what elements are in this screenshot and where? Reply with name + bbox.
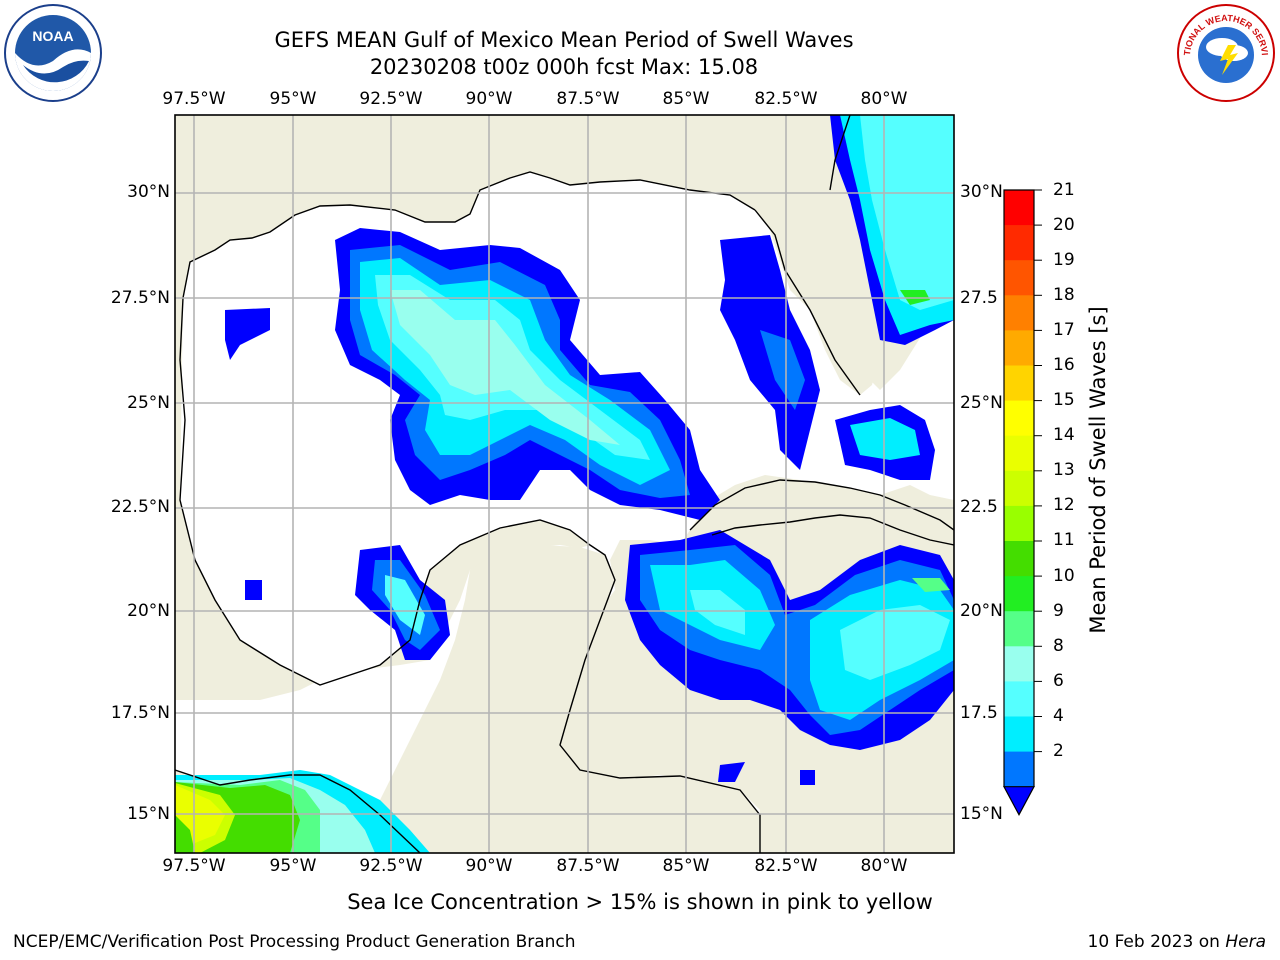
colorbar-tick-label: 18 bbox=[1053, 285, 1075, 305]
chart-title: GEFS MEAN Gulf of Mexico Mean Period of … bbox=[274, 28, 854, 52]
lon-label-bottom: 82.5°W bbox=[754, 856, 818, 876]
lon-label-top: 85°W bbox=[662, 89, 710, 109]
colorbar-segment bbox=[1004, 260, 1034, 296]
colorbar-segment bbox=[1004, 365, 1034, 402]
colorbar-tick-label: 2 bbox=[1053, 741, 1064, 761]
lon-label-bottom: 97.5°W bbox=[162, 856, 226, 876]
lon-label-bottom: 90°W bbox=[465, 856, 513, 876]
noaa-logo: NOAA bbox=[4, 4, 102, 102]
colorbar-tick-label: 10 bbox=[1053, 566, 1075, 586]
colorbar-segment bbox=[1004, 225, 1034, 261]
lat-label-right: 22.5 bbox=[960, 497, 998, 517]
lat-label-left: 30°N bbox=[127, 182, 170, 202]
lat-label-right: 15°N bbox=[960, 804, 1003, 824]
sea-ice-note: Sea Ice Concentration > 15% is shown in … bbox=[347, 890, 933, 914]
colorbar-tick-label: 12 bbox=[1053, 495, 1075, 515]
colorbar-tick-label: 15 bbox=[1053, 390, 1075, 410]
lat-label-right: 25°N bbox=[960, 393, 1003, 413]
colorbar-extend-triangle bbox=[1002, 786, 1036, 816]
colorbar-segment bbox=[1004, 505, 1034, 542]
lon-label-top: 87.5°W bbox=[556, 89, 620, 109]
chart-subtitle: 20230208 t00z 000h fcst Max: 15.08 bbox=[369, 55, 759, 79]
colorbar-segment bbox=[1004, 190, 1034, 226]
colorbar-tick-label: 17 bbox=[1053, 320, 1075, 340]
cuba bbox=[690, 480, 954, 545]
colorbar-segment bbox=[1004, 646, 1034, 682]
lon-label-bottom: 85°W bbox=[662, 856, 710, 876]
lon-label-top: 80°W bbox=[860, 89, 908, 109]
lat-label-left: 25°N bbox=[127, 393, 170, 413]
lon-label-top: 82.5°W bbox=[754, 89, 818, 109]
colorbar-tick-label: 19 bbox=[1053, 250, 1075, 270]
colorbar-segment bbox=[1004, 400, 1034, 437]
colorbar-tick-label: 6 bbox=[1053, 671, 1064, 691]
yucatan bbox=[380, 545, 760, 853]
colorbar-tick-label: 21 bbox=[1053, 180, 1075, 200]
colorbar-segment bbox=[1004, 470, 1034, 507]
colorbar-segment bbox=[1004, 611, 1034, 647]
footer-host: Hera bbox=[1225, 932, 1266, 952]
colorbar-tick-label: 4 bbox=[1053, 706, 1064, 726]
lat-label-right: 17.5 bbox=[960, 703, 998, 723]
lon-label-top: 92.5°W bbox=[359, 89, 423, 109]
lon-label-bottom: 92.5°W bbox=[359, 856, 423, 876]
colorbar-segment bbox=[1004, 576, 1034, 612]
lat-label-right: 30°N bbox=[960, 182, 1003, 202]
lat-label-right: 20°N bbox=[960, 601, 1003, 621]
footer-credit: NCEP/EMC/Verification Post Processing Pr… bbox=[13, 932, 576, 952]
colorbar-segment bbox=[1004, 435, 1034, 472]
colorbar-segment bbox=[1004, 330, 1034, 366]
colorbar-tick-label: 16 bbox=[1053, 355, 1075, 375]
nws-logo: NATIONAL WEATHER SERVICE bbox=[1176, 3, 1275, 102]
lon-label-top: 95°W bbox=[269, 89, 317, 109]
lon-label-top: 90°W bbox=[465, 89, 513, 109]
colorbar-frame bbox=[1003, 189, 1035, 787]
colorbar-tick-label: 9 bbox=[1053, 601, 1064, 621]
swell-field bbox=[175, 115, 954, 853]
lon-label-top: 97.5°W bbox=[162, 89, 226, 109]
lat-label-left: 20°N bbox=[127, 601, 170, 621]
svg-text:NOAA: NOAA bbox=[32, 28, 73, 44]
colorbar-tick-label: 14 bbox=[1053, 425, 1075, 445]
colorbar-tick-label: 13 bbox=[1053, 460, 1075, 480]
lon-label-bottom: 80°W bbox=[860, 856, 908, 876]
colorbar-label: Mean Period of Swell Waves [s] bbox=[1086, 306, 1110, 634]
graticule bbox=[175, 115, 954, 853]
footer-date-text: 10 Feb 2023 on bbox=[1087, 932, 1226, 952]
footer-date: 10 Feb 2023 on Hera bbox=[1088, 932, 1266, 952]
lat-label-right: 27.5 bbox=[960, 288, 998, 308]
colorbar-tick-label: 11 bbox=[1053, 530, 1075, 550]
colorbar-segment bbox=[1004, 541, 1034, 577]
lat-label-left: 17.5°N bbox=[110, 703, 170, 723]
colorbar-segment bbox=[1004, 716, 1034, 753]
map-frame bbox=[174, 114, 955, 854]
colorbar-segment bbox=[1004, 681, 1034, 717]
coastlines bbox=[175, 115, 954, 853]
colorbar-segment bbox=[1004, 751, 1034, 788]
colorbar-tick-label: 8 bbox=[1053, 636, 1064, 656]
colorbar-segment bbox=[1004, 295, 1034, 331]
lon-label-bottom: 95°W bbox=[269, 856, 317, 876]
lon-label-bottom: 87.5°W bbox=[556, 856, 620, 876]
colorbar-tick-label: 20 bbox=[1053, 215, 1075, 235]
lat-label-left: 27.5°N bbox=[110, 288, 170, 308]
lat-label-left: 15°N bbox=[127, 804, 170, 824]
lat-label-left: 22.5°N bbox=[110, 497, 170, 517]
